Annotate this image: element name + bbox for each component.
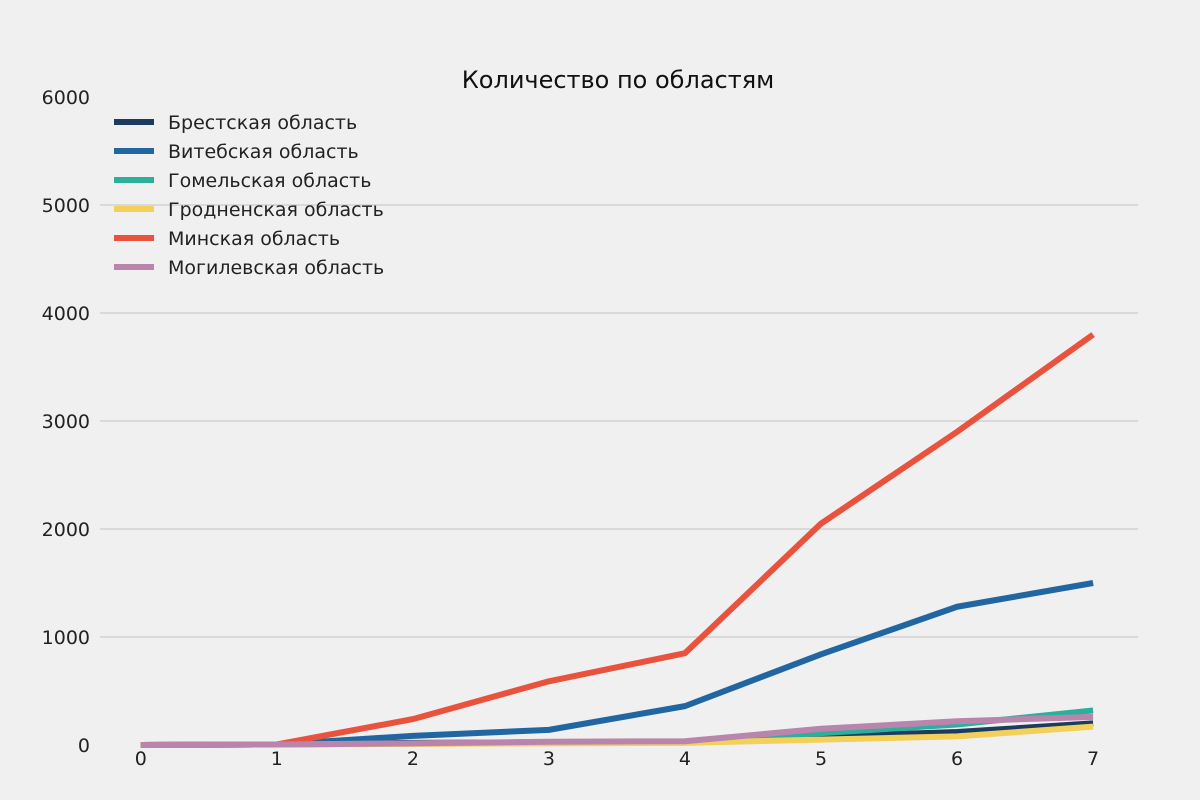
- x-tick-label: 4: [679, 748, 691, 770]
- x-tick-label: 1: [271, 748, 283, 770]
- legend-label-0: Брестская область: [168, 112, 357, 134]
- y-axis-ticks: 0 1000 2000 3000 4000 5000 6000: [42, 87, 90, 757]
- chart-title: Количество по областям: [462, 66, 775, 94]
- legend: Брестская область Витебская область Гомель…: [114, 112, 384, 279]
- legend-label-1: Витебская область: [168, 141, 359, 163]
- legend-label-3: Гродненская область: [168, 199, 384, 221]
- legend-label-5: Могилевская область: [168, 257, 384, 279]
- y-tick-label: 4000: [42, 303, 90, 325]
- x-tick-label: 3: [543, 748, 555, 770]
- y-tick-label: 2000: [42, 519, 90, 541]
- x-tick-label: 6: [951, 748, 963, 770]
- y-tick-label: 6000: [42, 87, 90, 109]
- y-tick-label: 1000: [42, 627, 90, 649]
- x-tick-label: 2: [407, 748, 419, 770]
- y-tick-label: 0: [78, 735, 90, 757]
- series-lines: [140, 332, 1095, 748]
- y-tick-label: 3000: [42, 411, 90, 433]
- x-tick-label: 5: [815, 748, 827, 770]
- legend-label-2: Гомельская область: [168, 170, 371, 192]
- grid: [100, 204, 1138, 638]
- series-line-5: [140, 713, 1094, 748]
- x-tick-label: 7: [1087, 748, 1099, 770]
- legend-label-4: Минская область: [168, 228, 340, 250]
- x-tick-label: 0: [135, 748, 147, 770]
- y-tick-label: 5000: [42, 195, 90, 217]
- x-axis-ticks: 0 1 2 3 4 5 6 7: [135, 748, 1099, 770]
- series-line-4: [140, 332, 1095, 748]
